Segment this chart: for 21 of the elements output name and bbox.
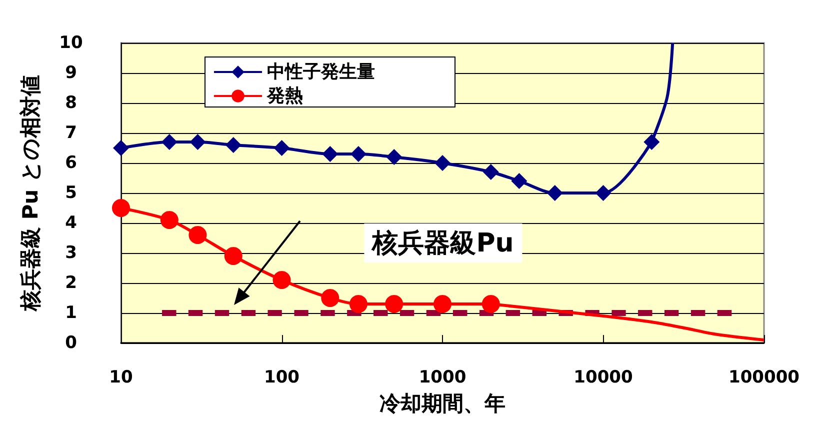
y-tick-label: 1 [65, 303, 77, 323]
y-tick-label: 5 [65, 183, 77, 203]
legend-label: 発熱 [266, 86, 303, 106]
y-tick-label: 0 [65, 333, 78, 353]
x-tick-label: 1000 [418, 368, 466, 388]
x-axis-title: 冷却期間、年 [380, 392, 506, 416]
x-tick-label: 100000 [728, 368, 800, 388]
y-tick-label: 10 [59, 33, 83, 53]
annotation: 核兵器級Pu [364, 224, 522, 262]
y-tick-label: 3 [65, 243, 77, 263]
x-tick-label: 100 [264, 368, 300, 388]
y-tick-label: 8 [65, 93, 77, 113]
y-tick-label: 6 [65, 153, 77, 173]
x-tick-label: 10 [109, 368, 133, 388]
y-tick-label: 2 [65, 273, 77, 293]
y-axis-title: 核兵器級 Pu との相対値 [18, 75, 42, 312]
y-tick-label: 9 [65, 63, 77, 83]
y-tick-label: 4 [65, 213, 78, 233]
y-tick-label: 7 [65, 123, 77, 143]
x-tick-label: 10000 [574, 368, 633, 388]
legend-label: 中性子発生量 [267, 62, 375, 82]
